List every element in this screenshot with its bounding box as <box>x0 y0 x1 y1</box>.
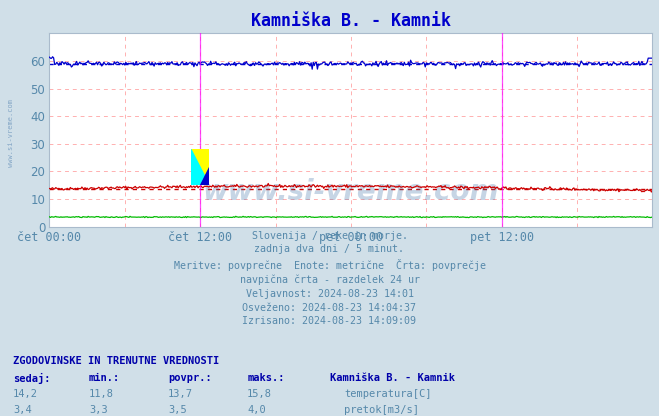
Text: Kamniška B. - Kamnik: Kamniška B. - Kamnik <box>330 373 455 383</box>
Text: ZGODOVINSKE IN TRENUTNE VREDNOSTI: ZGODOVINSKE IN TRENUTNE VREDNOSTI <box>13 356 219 366</box>
Text: temperatura[C]: temperatura[C] <box>344 389 432 399</box>
Text: pretok[m3/s]: pretok[m3/s] <box>344 405 419 415</box>
Text: 3,3: 3,3 <box>89 405 107 415</box>
Text: povpr.:: povpr.: <box>168 373 212 383</box>
Text: maks.:: maks.: <box>247 373 285 383</box>
Text: 3,4: 3,4 <box>13 405 32 415</box>
Polygon shape <box>200 167 210 185</box>
Text: min.:: min.: <box>89 373 120 383</box>
Text: Slovenija / reke in morje.
zadnja dva dni / 5 minut.
Meritve: povprečne  Enote: : Slovenija / reke in morje. zadnja dva dn… <box>173 231 486 326</box>
Text: 13,7: 13,7 <box>168 389 193 399</box>
Text: www.si-vreme.com: www.si-vreme.com <box>8 99 14 167</box>
Text: sedaj:: sedaj: <box>13 373 51 384</box>
Text: 4,0: 4,0 <box>247 405 266 415</box>
Text: www.si-vreme.com: www.si-vreme.com <box>203 178 499 206</box>
Polygon shape <box>191 149 210 185</box>
Title: Kamniška B. - Kamnik: Kamniška B. - Kamnik <box>251 12 451 30</box>
Text: 11,8: 11,8 <box>89 389 114 399</box>
Text: 3,5: 3,5 <box>168 405 186 415</box>
Text: 15,8: 15,8 <box>247 389 272 399</box>
Text: 14,2: 14,2 <box>13 389 38 399</box>
Polygon shape <box>191 149 210 185</box>
